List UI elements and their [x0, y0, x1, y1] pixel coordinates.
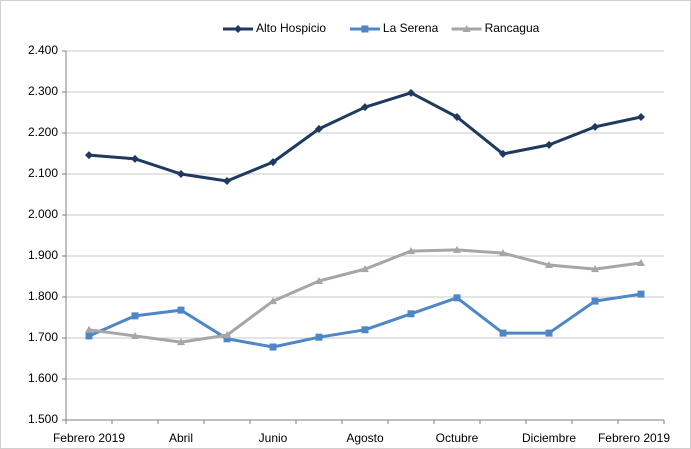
marker: [223, 176, 231, 185]
marker: [545, 329, 553, 337]
x-tick-label: Febrero 2019: [598, 431, 670, 445]
marker: [453, 294, 461, 302]
marker: [315, 333, 323, 341]
marker: [223, 335, 231, 343]
y-tick-label: 2.300: [28, 84, 58, 98]
legend-marker: [462, 25, 471, 32]
marker: [361, 265, 369, 273]
legend-marker: [234, 25, 242, 33]
y-tick-label: 2.200: [28, 125, 58, 139]
legend-marker: [361, 25, 369, 33]
x-tick-label: Octubre: [436, 431, 479, 445]
x-tick-label: Abril: [169, 431, 193, 445]
marker: [131, 331, 139, 339]
marker: [269, 297, 277, 305]
marker: [315, 277, 323, 285]
marker: [499, 249, 507, 257]
marker: [223, 331, 231, 339]
y-tick-label: 1.700: [28, 330, 58, 344]
legend-item: La Serena: [349, 21, 439, 35]
marker: [361, 103, 369, 112]
marker: [637, 113, 645, 122]
marker: [453, 113, 461, 122]
legend-item: Rancagua: [451, 21, 540, 35]
marker: [545, 140, 553, 149]
marker: [177, 170, 185, 178]
x-tick-label: Diciembre: [522, 431, 576, 445]
marker: [85, 325, 93, 333]
marker: [499, 329, 507, 337]
marker: [85, 151, 93, 160]
marker: [407, 310, 415, 318]
y-tick-label: 2.100: [28, 166, 58, 180]
legend-label: Rancagua: [485, 21, 540, 35]
y-tick-label: 1.600: [28, 371, 58, 385]
marker: [453, 245, 461, 253]
marker: [269, 158, 277, 167]
marker: [637, 290, 645, 298]
marker: [499, 149, 507, 158]
legend-label: Alto Hospicio: [256, 21, 326, 35]
marker: [131, 154, 139, 163]
marker: [315, 124, 323, 133]
y-tick-label: 2.000: [28, 207, 58, 221]
marker: [269, 343, 277, 351]
marker: [637, 258, 645, 266]
x-tick-label: Febrero 2019: [53, 431, 125, 445]
legend-item: Alto Hospicio: [223, 21, 326, 35]
marker: [545, 261, 553, 269]
marker: [407, 88, 415, 97]
marker: [361, 326, 369, 334]
marker: [177, 306, 185, 314]
y-tick-label: 1.900: [28, 248, 58, 262]
y-tick-label: 2.400: [28, 43, 58, 57]
marker: [591, 265, 599, 273]
marker: [407, 247, 415, 255]
marker: [177, 338, 185, 346]
marker: [131, 312, 139, 320]
marker: [591, 122, 599, 131]
marker: [85, 332, 93, 340]
x-tick-label: Junio: [259, 431, 288, 445]
y-tick-label: 1.800: [28, 289, 58, 303]
legend-label: La Serena: [383, 21, 439, 35]
x-tick-label: Agosto: [346, 431, 384, 445]
marker: [591, 297, 599, 305]
y-tick-label: 1.500: [28, 412, 58, 426]
